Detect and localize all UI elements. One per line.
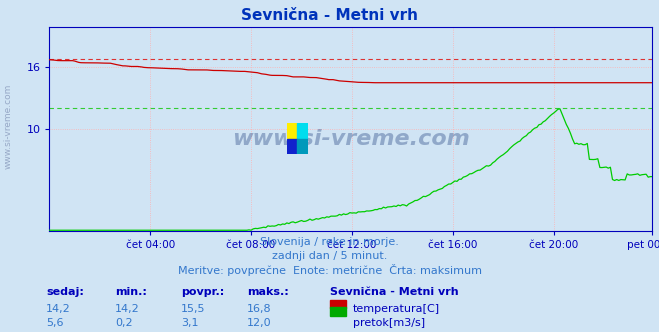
Text: 12,0: 12,0: [247, 318, 272, 328]
Text: www.si-vreme.com: www.si-vreme.com: [232, 129, 470, 149]
Text: 14,2: 14,2: [46, 304, 71, 314]
Bar: [287, 139, 297, 154]
Text: min.:: min.:: [115, 287, 147, 297]
Text: www.si-vreme.com: www.si-vreme.com: [4, 83, 13, 169]
Text: sedaj:: sedaj:: [46, 287, 84, 297]
Text: 14,2: 14,2: [115, 304, 140, 314]
Bar: [297, 139, 308, 154]
Text: maks.:: maks.:: [247, 287, 289, 297]
Text: 15,5: 15,5: [181, 304, 206, 314]
Text: povpr.:: povpr.:: [181, 287, 225, 297]
Text: Meritve: povprečne  Enote: metrične  Črta: maksimum: Meritve: povprečne Enote: metrične Črta:…: [177, 264, 482, 276]
Text: Sevnična - Metni vrh: Sevnična - Metni vrh: [241, 8, 418, 23]
Text: 16,8: 16,8: [247, 304, 272, 314]
Text: pretok[m3/s]: pretok[m3/s]: [353, 318, 424, 328]
Text: Sevnična - Metni vrh: Sevnična - Metni vrh: [330, 287, 458, 297]
Bar: [297, 123, 308, 139]
Text: temperatura[C]: temperatura[C]: [353, 304, 440, 314]
Text: 3,1: 3,1: [181, 318, 199, 328]
Text: 5,6: 5,6: [46, 318, 64, 328]
Text: zadnji dan / 5 minut.: zadnji dan / 5 minut.: [272, 251, 387, 261]
Text: Slovenija / reke in morje.: Slovenija / reke in morje.: [260, 237, 399, 247]
Text: 0,2: 0,2: [115, 318, 133, 328]
Bar: [287, 123, 297, 139]
